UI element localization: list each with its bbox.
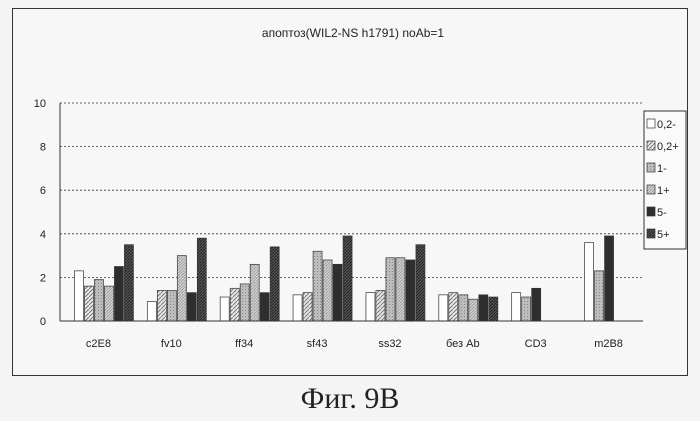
legend-swatch [647,229,655,238]
y-tick-label: 10 [34,98,46,110]
bar [595,271,604,321]
bar [605,236,614,321]
y-tick-label: 4 [40,229,46,241]
legend-swatch [647,163,655,172]
bar [157,290,166,321]
bar [250,264,259,321]
figure-caption: Фиг. 9B [0,382,700,416]
y-tick-label: 8 [40,142,46,154]
legend-label: 0,2+ [657,141,679,153]
bar [313,251,322,321]
chart-svg: апоптоз(WIL2-NS h1791) noAb=1 0 2 4 6 8 10 c2E… [13,9,689,377]
x-tick-label: c2E8 [86,338,111,350]
bar [343,236,352,321]
legend-swatch [647,185,655,194]
legend-swatch [647,141,655,150]
bar [532,288,541,321]
legend-label: 5+ [657,229,670,241]
x-tick-label: sf43 [307,338,328,350]
bar [386,258,395,321]
bar [270,247,279,321]
bar [469,299,478,321]
bar [74,271,83,321]
bar [177,256,186,321]
x-tick-label: m2B8 [594,338,623,350]
bar [323,260,332,321]
bar [124,245,133,321]
legend-swatch [647,207,655,216]
bar [479,295,488,321]
bar [439,295,448,321]
bar [406,260,415,321]
bars-layer [74,236,613,321]
bar [240,284,249,321]
bar [416,245,425,321]
legend-label: 5- [657,207,667,219]
bar [585,243,594,321]
bar [303,293,312,321]
bar [333,264,342,321]
x-tick-label: fv10 [161,338,182,350]
bar [260,293,269,321]
bar [147,301,156,321]
bar [366,293,375,321]
legend-label: 1+ [657,185,670,197]
x-tick-label: ss32 [378,338,401,350]
bar [376,290,385,321]
legend-label: 1- [657,163,667,175]
bar [230,288,239,321]
bar [459,295,468,321]
bar [522,297,531,321]
bar [512,293,521,321]
x-tick-label: CD3 [525,338,547,350]
bar [114,267,123,322]
y-tick-label: 0 [40,316,46,328]
bar [104,286,113,321]
chart-title: апоптоз(WIL2-NS h1791) noAb=1 [262,26,444,40]
bar [449,293,458,321]
bar [94,280,103,321]
legend: 0,2- 0,2+ 1- 1+ 5- 5+ [644,111,686,249]
bar [293,295,302,321]
y-tick-label: 6 [40,185,46,197]
bar [187,293,196,321]
legend-swatch [647,119,655,128]
bar [220,297,229,321]
bar [197,238,206,321]
bar [489,297,498,321]
legend-label: 0,2- [657,119,676,131]
x-tick-label: ff34 [235,338,253,350]
bar [84,286,93,321]
bar [396,258,405,321]
chart-frame: апоптоз(WIL2-NS h1791) noAb=1 0 2 4 6 8 10 c2E… [12,8,688,376]
bar [167,290,176,321]
x-tick-label: без Ab [446,338,480,350]
y-tick-label: 2 [40,272,46,284]
